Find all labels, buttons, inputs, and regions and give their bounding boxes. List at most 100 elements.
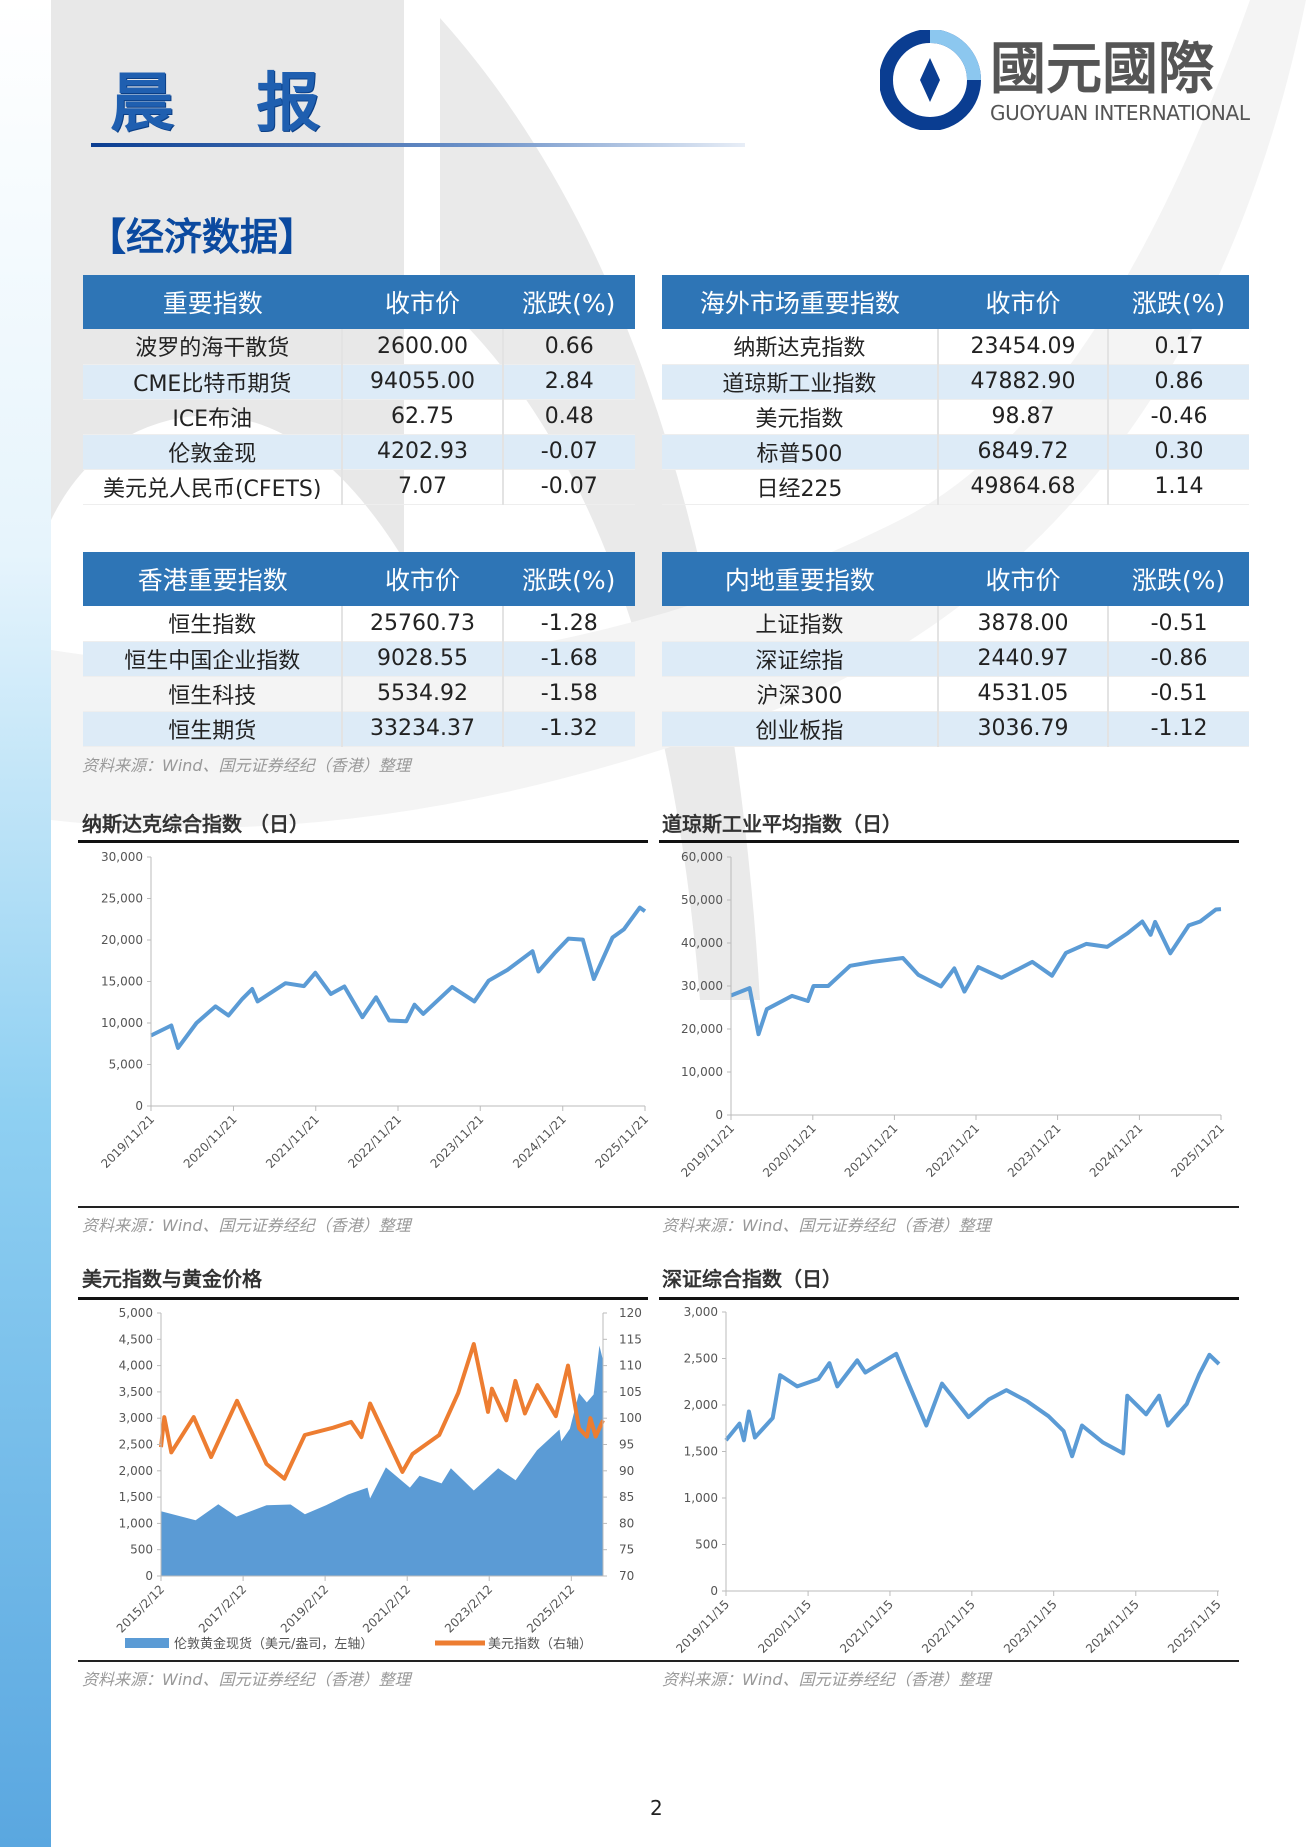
x-tick-label: 2019/11/21 — [678, 1121, 737, 1180]
y-tick-label: 2,500 — [119, 1438, 153, 1452]
y-tick-label: 1,500 — [119, 1490, 153, 1504]
close-price: 2440.97 — [936, 641, 1109, 677]
close-price: 94055.00 — [341, 364, 503, 400]
chart-title-szse: 深证综合指数（日） — [662, 1267, 842, 1291]
y-tick-label: 20,000 — [681, 1022, 723, 1036]
x-tick-label: 2020/11/15 — [755, 1597, 814, 1656]
chart-source-note: 资料来源：Wind、国元证券经纪（香港）整理 — [662, 1670, 991, 1689]
chart-title-dow: 道琼斯工业平均指数（日） — [662, 812, 902, 836]
y-tick-label: 40,000 — [681, 936, 723, 950]
mainland-index-table: 内地重要指数 收市价 涨跌(%) 上证指数 3878.00 -0.51 深证综指 2440.9… — [662, 552, 1249, 747]
table-source-note: 资料来源：Wind、国元证券经纪（香港）整理 — [82, 756, 411, 775]
x-tick-label: 2024/11/15 — [1083, 1597, 1142, 1656]
chart-2: 0 500 1,000 1,500 2,000 2,500 3,000 3,500 4,000 4… — [114, 1306, 642, 1652]
chart-bottom-rule — [78, 1660, 1239, 1662]
column-header: 涨跌(%) — [1108, 275, 1249, 329]
x-tick-label: 2021/11/21 — [263, 1112, 322, 1171]
column-header: 重要指数 — [83, 275, 343, 329]
change-pct: 0.30 — [1107, 434, 1249, 470]
x-tick-label: 2019/2/12 — [278, 1582, 331, 1635]
close-price: 2600.00 — [341, 329, 503, 365]
x-tick-label: 2019/11/21 — [98, 1112, 157, 1171]
side-gradient-strip — [0, 0, 51, 1847]
index-name: 创业板指 — [662, 711, 938, 747]
y-tick-label: 25,000 — [101, 892, 143, 906]
y-tick-label: 60,000 — [681, 850, 723, 864]
change-pct: -1.32 — [501, 711, 635, 747]
change-pct: -0.46 — [1107, 399, 1249, 435]
y2-tick-label: 105 — [619, 1385, 642, 1399]
index-line — [724, 1351, 1221, 1459]
table-row: 深证综指 2440.97 -0.86 — [662, 641, 1249, 677]
x-tick-label: 2024/11/21 — [1087, 1121, 1146, 1180]
x-tick-label: 2020/11/21 — [760, 1121, 819, 1180]
table-row: 道琼斯工业指数 47882.90 0.86 — [662, 364, 1249, 400]
x-tick-label: 2025/11/15 — [1165, 1597, 1224, 1656]
title-underline — [91, 143, 745, 147]
close-price: 4202.93 — [341, 434, 503, 470]
index-name: 恒生中国企业指数 — [83, 641, 343, 677]
table-header-row: 内地重要指数 收市价 涨跌(%) — [662, 552, 1249, 606]
y2-tick-label: 95 — [619, 1438, 634, 1452]
close-price: 47882.90 — [936, 364, 1109, 400]
x-tick-label: 2021/11/21 — [842, 1121, 901, 1180]
y-tick-label: 20,000 — [101, 933, 143, 947]
y-tick-label: 2,000 — [684, 1398, 718, 1412]
key-index-table: 重要指数 收市价 涨跌(%) 波罗的海干散货 2600.00 0.66 CME比特币期货 94… — [83, 275, 635, 505]
y-tick-label: 10,000 — [681, 1065, 723, 1079]
change-pct: -1.68 — [501, 641, 635, 677]
close-price: 6849.72 — [936, 434, 1109, 470]
table-row: 沪深300 4531.05 -0.51 — [662, 676, 1249, 712]
index-line — [150, 905, 647, 1050]
table-row: 上证指数 3878.00 -0.51 — [662, 606, 1249, 642]
index-name: 伦敦金现 — [83, 434, 343, 470]
column-header: 海外市场重要指数 — [662, 275, 938, 329]
report-title: 晨 报 — [110, 67, 351, 141]
index-name: 波罗的海干散货 — [83, 329, 343, 365]
change-pct: 2.84 — [501, 364, 635, 400]
gold-price-area — [161, 1345, 603, 1576]
y-tick-label: 30,000 — [101, 850, 143, 864]
chart-top-rule — [659, 1297, 1239, 1300]
close-price: 4531.05 — [936, 676, 1109, 712]
close-price: 5534.92 — [341, 676, 503, 712]
column-header: 香港重要指数 — [83, 552, 343, 606]
x-tick-label: 2020/11/21 — [181, 1112, 240, 1171]
legend-label-usd: 美元指数（右轴） — [488, 1637, 592, 1652]
table-row: 恒生指数 25760.73 -1.28 — [83, 606, 635, 642]
y-tick-label: 500 — [130, 1543, 153, 1557]
table-row: 波罗的海干散货 2600.00 0.66 — [83, 329, 635, 365]
index-name: 恒生期货 — [83, 711, 343, 747]
column-header: 收市价 — [342, 552, 503, 606]
index-name: CME比特币期货 — [83, 364, 343, 400]
index-name: 沪深300 — [662, 676, 938, 712]
index-name: ICE布油 — [83, 399, 343, 435]
logo-english: GUOYUAN INTERNATIONAL — [990, 101, 1251, 125]
logo-chinese: 國元國際 — [990, 37, 1214, 102]
y2-tick-label: 80 — [619, 1516, 634, 1530]
y-tick-label: 30,000 — [681, 979, 723, 993]
chart-source-note: 资料来源：Wind、国元证券经纪（香港）整理 — [662, 1216, 991, 1235]
y-tick-label: 500 — [695, 1538, 718, 1552]
chart-bottom-rule — [78, 1206, 1239, 1208]
close-price: 33234.37 — [341, 711, 503, 747]
table-row: 恒生科技 5534.92 -1.58 — [83, 676, 635, 712]
table-row: 美元指数 98.87 -0.46 — [662, 399, 1249, 435]
close-price: 25760.73 — [341, 606, 503, 642]
chart-3: 0 500 1,000 1,500 2,000 2,500 3,000 2019/11/15 2… — [673, 1305, 1223, 1656]
table-row: 标普500 6849.72 0.30 — [662, 434, 1249, 470]
table-header-row: 香港重要指数 收市价 涨跌(%) — [83, 552, 635, 606]
column-header: 收市价 — [937, 552, 1109, 606]
change-pct: -0.07 — [501, 469, 635, 505]
column-header: 涨跌(%) — [502, 552, 635, 606]
index-name: 深证综指 — [662, 641, 938, 677]
table-row: 日经225 49864.68 1.14 — [662, 469, 1249, 505]
x-tick-label: 2021/2/12 — [360, 1582, 413, 1635]
x-tick-label: 2025/11/21 — [592, 1112, 651, 1171]
x-tick-label: 2021/11/15 — [837, 1597, 896, 1656]
change-pct: -0.86 — [1107, 641, 1249, 677]
change-pct: -1.28 — [501, 606, 635, 642]
index-name: 恒生指数 — [83, 606, 343, 642]
x-tick-label: 2025/11/21 — [1168, 1121, 1227, 1180]
